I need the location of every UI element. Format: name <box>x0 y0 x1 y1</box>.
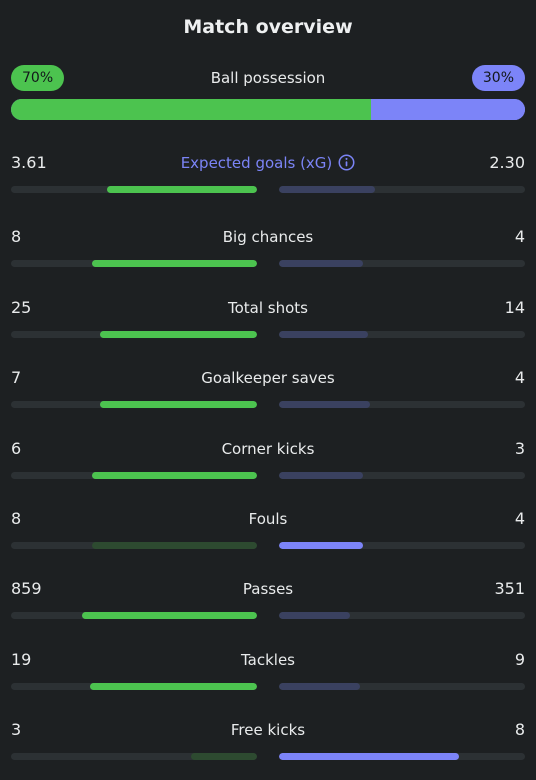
home-stat-value: 25 <box>11 298 32 317</box>
home-stat-bar-fill <box>92 542 257 549</box>
stat-label-text: Fouls <box>248 510 288 528</box>
away-stat-bar-track <box>279 472 525 479</box>
away-stat-bar-track <box>279 331 525 338</box>
away-stat-value: 3 <box>514 439 525 458</box>
stat-label[interactable]: Expected goals (xG) <box>11 152 525 174</box>
away-stat-value: 4 <box>514 227 525 246</box>
home-stat-bar-fill <box>106 186 257 193</box>
stat-label: Big chances <box>11 226 525 248</box>
away-stat-bar-fill <box>279 472 363 479</box>
home-stat-bar-track <box>11 612 257 619</box>
away-stat-bar-fill <box>279 753 459 760</box>
home-stat-value: 3 <box>11 720 22 739</box>
page-title: Match overview <box>183 16 353 38</box>
away-stat-bar-fill <box>279 612 351 619</box>
home-stat-bar-track <box>11 472 257 479</box>
stat-label-text: Tackles <box>240 651 296 669</box>
away-stat-bar-track <box>279 401 525 408</box>
stat-row: 3.61 Expected goals (xG) 2.30 <box>11 152 525 198</box>
away-stat-bar-fill <box>279 683 361 690</box>
home-stat-bar-fill <box>92 472 257 479</box>
stat-label-text: Total shots <box>228 299 308 317</box>
stat-label: Goalkeeper saves <box>11 367 525 389</box>
stat-label-text: Corner kicks <box>221 440 315 458</box>
home-stat-bar-fill <box>82 612 257 619</box>
home-stat-value: 3.61 <box>11 153 47 172</box>
stat-row: 25 Total shots 14 <box>11 297 525 343</box>
home-possession-badge: 70% <box>11 65 65 91</box>
stat-row: 6 Corner kicks 3 <box>11 438 525 484</box>
away-stat-bar-fill <box>279 331 368 338</box>
home-stat-bar-track <box>11 186 257 193</box>
stat-label-text: Passes <box>242 580 294 598</box>
away-stat-bar-track <box>279 186 525 193</box>
stat-row: 8 Fouls 4 <box>11 508 525 554</box>
home-stat-value: 859 <box>11 579 42 598</box>
home-stat-value: 19 <box>11 650 32 669</box>
away-stat-bar-fill <box>279 186 375 193</box>
stat-label: Corner kicks <box>11 438 525 460</box>
home-stat-bar-fill <box>99 331 257 338</box>
away-stat-value: 14 <box>504 298 525 317</box>
away-stat-bar-fill <box>279 542 363 549</box>
possession-bar-home <box>11 99 371 120</box>
home-stat-bar-track <box>11 401 257 408</box>
home-stat-value: 6 <box>11 439 22 458</box>
possession-header: 70% Ball possession 30% <box>11 65 525 91</box>
stat-row: 859 Passes 351 <box>11 578 525 624</box>
away-possession-badge: 30% <box>471 65 525 91</box>
away-stat-value: 4 <box>514 368 525 387</box>
info-icon[interactable] <box>338 154 355 171</box>
away-stat-value: 2.30 <box>489 153 525 172</box>
away-stat-value: 4 <box>514 509 525 528</box>
stat-label: Free kicks <box>11 719 525 741</box>
stat-row: 3 Free kicks 8 <box>11 719 525 765</box>
home-stat-value: 8 <box>11 227 22 246</box>
stat-row: 7 Goalkeeper saves 4 <box>11 367 525 413</box>
away-stat-bar-track <box>279 260 525 267</box>
away-stat-bar-track <box>279 753 525 760</box>
possession-label: Ball possession <box>210 69 326 87</box>
home-stat-bar-track <box>11 683 257 690</box>
home-stat-bar-track <box>11 260 257 267</box>
stat-label: Fouls <box>11 508 525 530</box>
away-stat-value: 351 <box>494 579 525 598</box>
home-stat-bar-track <box>11 331 257 338</box>
stat-label-text: Goalkeeper saves <box>201 369 335 387</box>
stat-label: Tackles <box>11 649 525 671</box>
away-stat-value: 9 <box>514 650 525 669</box>
stat-label-text: Big chances <box>222 228 314 246</box>
stat-row: 8 Big chances 4 <box>11 226 525 272</box>
stat-row: 19 Tackles 9 <box>11 649 525 695</box>
stat-label: Passes <box>11 578 525 600</box>
stat-label-text: Expected goals (xG) <box>180 154 333 172</box>
home-stat-value: 8 <box>11 509 22 528</box>
home-stat-value: 7 <box>11 368 22 387</box>
home-stat-bar-fill <box>89 683 257 690</box>
away-stat-bar-fill <box>279 401 371 408</box>
home-stat-bar-fill <box>99 401 257 408</box>
away-stat-bar-track <box>279 542 525 549</box>
possession-bar <box>11 99 525 120</box>
away-stat-bar-fill <box>279 260 363 267</box>
away-stat-bar-track <box>279 683 525 690</box>
stat-label-text: Free kicks <box>230 721 306 739</box>
home-stat-bar-track <box>11 753 257 760</box>
stat-label: Total shots <box>11 297 525 319</box>
away-stat-value: 8 <box>514 720 525 739</box>
possession-bar-away <box>370 99 525 120</box>
home-stat-bar-fill <box>92 260 257 267</box>
home-stat-bar-fill <box>190 753 257 760</box>
away-stat-bar-track <box>279 612 525 619</box>
home-stat-bar-track <box>11 542 257 549</box>
